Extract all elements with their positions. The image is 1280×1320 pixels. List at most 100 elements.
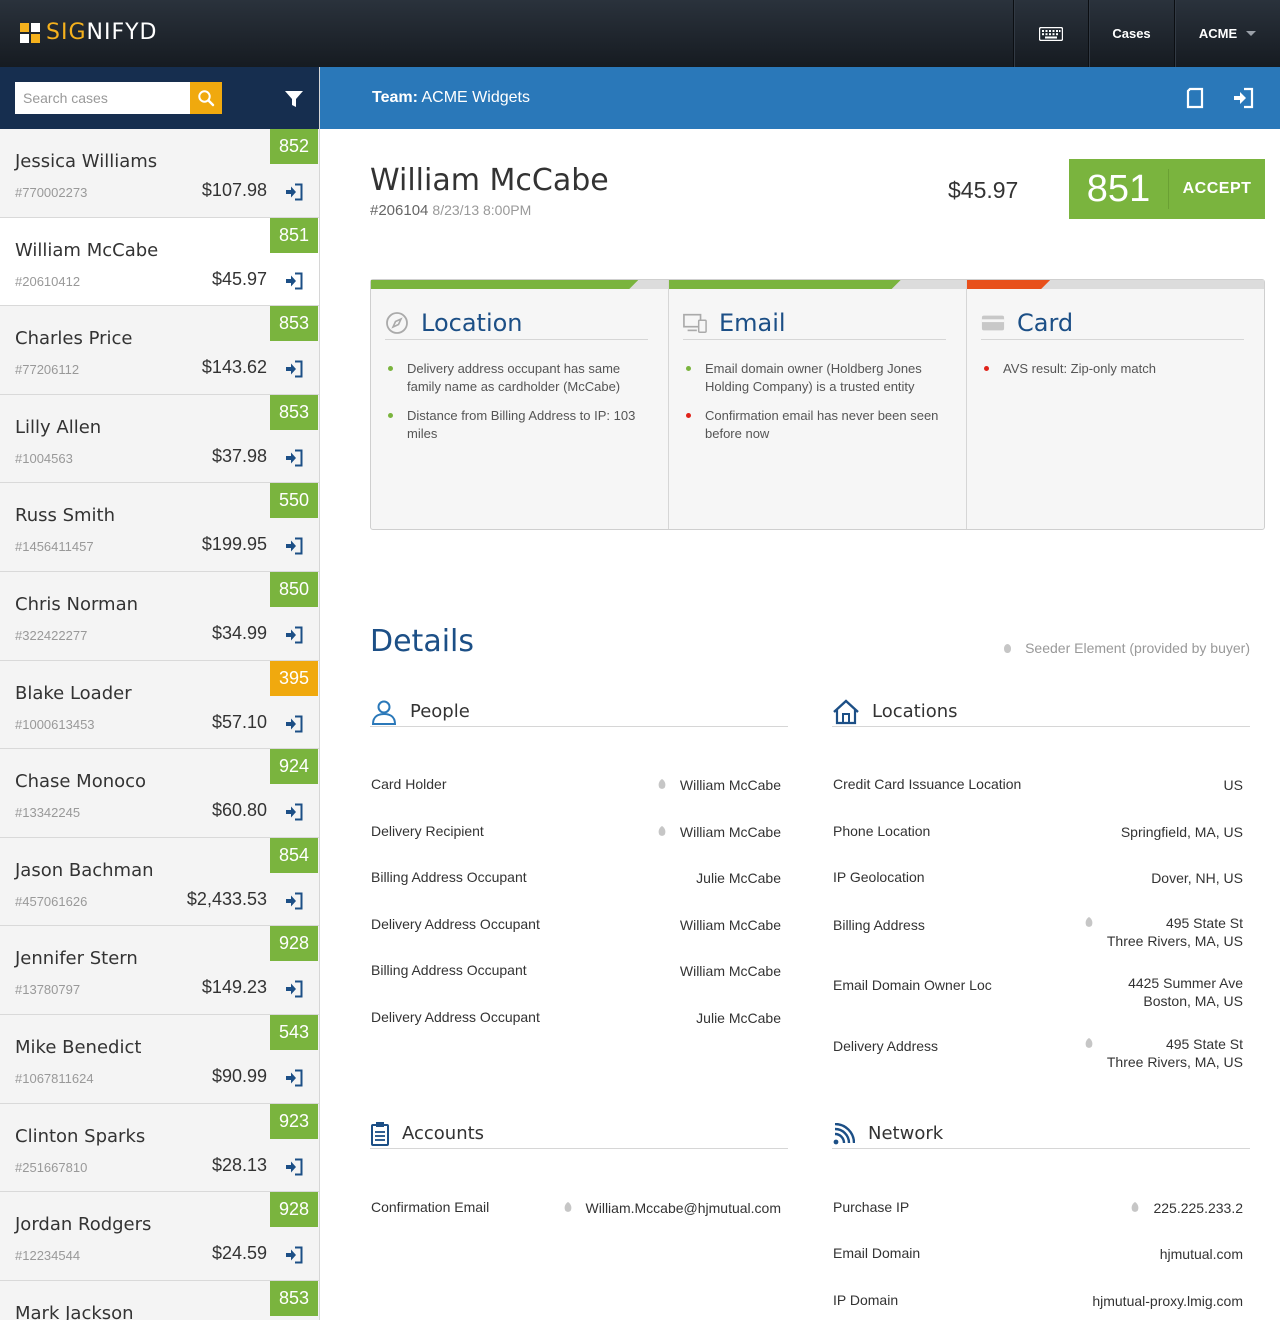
case-score-badge: 395 — [270, 660, 318, 696]
detail-value: William McCabe — [679, 963, 781, 979]
detail-value-cell: William.Mccabe@hjmutual.com — [564, 1199, 781, 1217]
case-score-badge: 928 — [270, 926, 318, 962]
detail-value-cell: William McCabe — [680, 916, 781, 934]
case-score-badge: 851 — [270, 217, 318, 253]
search-icon — [198, 90, 215, 107]
case-amount: $107.98 — [201, 180, 267, 200]
detail-label: Confirmation Email — [371, 1199, 490, 1215]
detail-value: 4425 Summer Ave — [1128, 975, 1243, 991]
seeder-icon — [658, 776, 666, 794]
person-icon — [370, 698, 398, 726]
sign-in-icon — [1234, 87, 1254, 109]
filter-button[interactable] — [284, 89, 306, 109]
case-customer-name: Mike Benedict — [15, 1036, 142, 1058]
fraud-score: 851 — [1069, 169, 1169, 209]
case-customer-name: Lilly Allen — [15, 416, 102, 438]
signal-panel-card: Card AVS result: Zip-only match — [967, 280, 1264, 529]
detail-value: hjmutual-proxy.lmig.com — [1092, 1293, 1243, 1309]
open-case-icon[interactable] — [285, 715, 303, 733]
signal-header: Location — [385, 306, 648, 340]
keyboard-shortcuts-button[interactable] — [1013, 0, 1088, 67]
case-list-item[interactable]: Russ Smith #1456411457 $199.95 550 — [0, 483, 319, 572]
brand-logo[interactable]: SIGNIFYD — [20, 20, 158, 45]
open-case-icon[interactable] — [285, 449, 303, 467]
detail-label: Phone Location — [833, 823, 931, 839]
case-list-item[interactable]: Lilly Allen #1004563 $37.98 853 — [0, 394, 319, 484]
notes-button[interactable] — [1184, 87, 1206, 109]
case-amount: $143.62 — [201, 357, 267, 378]
case-list-item[interactable]: Mark Jackson 853 — [0, 1280, 319, 1320]
detail-label: Card Holder — [371, 776, 447, 792]
signal-strength-fill — [967, 280, 1050, 289]
case-list-item[interactable]: Jason Bachman #457061626 $2,433.53 854 — [0, 837, 319, 927]
search-button[interactable] — [190, 82, 222, 114]
case-list-item[interactable]: Mike Benedict #1067811624 $90.99 543 — [0, 1014, 319, 1104]
case-amount: $90.99 — [211, 1065, 267, 1086]
search-input[interactable] — [15, 82, 190, 114]
people-title: People — [410, 701, 470, 722]
open-case-icon[interactable] — [285, 360, 303, 378]
case-list-item[interactable]: Jessica Williams #770002273 $107.98 852 — [0, 129, 319, 218]
case-list-item[interactable]: Clinton Sparks #251667810 $28.13 923 — [0, 1103, 319, 1193]
case-customer-name: Jennifer Stern — [15, 948, 138, 970]
open-case-icon[interactable] — [285, 980, 303, 998]
case-customer-name: Russ Smith — [15, 505, 116, 527]
detail-value-line2: Boston, MA, US — [1143, 993, 1243, 1009]
open-case-icon[interactable] — [285, 272, 303, 290]
case-list-item[interactable]: Charles Price #77206112 $143.62 853 — [0, 306, 319, 395]
case-id: #322422277 — [15, 627, 88, 643]
case-list-item[interactable]: Chris Norman #322422277 $34.99 850 — [0, 571, 319, 661]
open-case-button[interactable] — [1232, 87, 1254, 109]
case-id: #13342245 — [15, 805, 81, 821]
open-case-icon[interactable] — [285, 1158, 303, 1176]
case-id: #20610412 — [15, 273, 81, 289]
open-case-icon[interactable] — [285, 1246, 303, 1264]
detail-label: Delivery Address Occupant — [371, 916, 540, 932]
detail-value: William McCabe — [679, 917, 781, 933]
chevron-down-icon — [1246, 31, 1257, 36]
nav-cases[interactable]: Cases — [1088, 0, 1174, 67]
detail-value-cell: hjmutual-proxy.lmig.com — [1092, 1292, 1243, 1310]
detail-label: IP Geolocation — [833, 869, 925, 885]
case-customer-name: Jordan Rodgers — [15, 1214, 152, 1236]
signal-strength-fill — [371, 280, 638, 289]
detail-label: Purchase IP — [833, 1199, 910, 1215]
open-case-icon[interactable] — [285, 892, 303, 910]
order-datetime: 8/23/13 8:00PM — [432, 202, 532, 218]
signal-list: AVS result: Zip-only match — [984, 360, 1240, 389]
detail-value-line2: Three Rivers, MA, US — [1106, 1054, 1243, 1070]
detail-value-cell: Julie McCabe — [696, 1009, 781, 1027]
signal-panels: Location Delivery address occupant has sa… — [370, 279, 1265, 530]
case-list-item[interactable]: Chase Monoco #13342245 $60.80 924 — [0, 749, 319, 838]
locations-header: Locations — [832, 697, 1250, 727]
seeder-icon — [1085, 1035, 1093, 1053]
case-score-badge: 852 — [270, 129, 318, 164]
case-score-badge: 850 — [270, 571, 318, 607]
brand-name: SIGNIFYD — [46, 20, 158, 45]
case-list-item[interactable]: Jordan Rodgers #12234544 $24.59 928 — [0, 1192, 319, 1281]
detail-value-cell: 495 State St Three Rivers, MA, US — [1085, 914, 1243, 950]
signal-item: Email domain owner (Holdberg Jones Holdi… — [686, 360, 942, 396]
top-bar: SIGNIFYD Cases ACME — [0, 0, 1280, 67]
case-list-item[interactable]: Blake Loader #1000613453 $57.10 395 — [0, 660, 319, 750]
open-case-icon[interactable] — [285, 537, 303, 555]
case-customer-name: Charles Price — [15, 328, 133, 350]
case-score-badge: 923 — [270, 1103, 318, 1139]
case-customer-name: Chris Norman — [15, 593, 139, 615]
detail-value: 495 State St — [1165, 1036, 1243, 1052]
detail-value: hjmutual.com — [1159, 1246, 1243, 1262]
open-case-icon[interactable] — [285, 803, 303, 821]
detail-value-line2: Three Rivers, MA, US — [1106, 933, 1243, 949]
account-menu-label: ACME — [1198, 26, 1238, 41]
open-case-icon[interactable] — [285, 626, 303, 644]
details-title: Details — [370, 624, 475, 659]
case-list-item[interactable]: Jennifer Stern #13780797 $149.23 928 — [0, 926, 319, 1015]
case-list-item[interactable]: William McCabe #20610412 $45.97 851 — [0, 217, 319, 307]
account-menu[interactable]: ACME — [1174, 0, 1280, 67]
open-case-icon[interactable] — [285, 1069, 303, 1087]
detail-value-cell: William McCabe — [658, 776, 781, 794]
open-case-icon[interactable] — [285, 183, 303, 201]
signal-panel-location: Location Delivery address occupant has sa… — [371, 280, 669, 529]
accept-button[interactable]: ACCEPT — [1182, 180, 1252, 197]
